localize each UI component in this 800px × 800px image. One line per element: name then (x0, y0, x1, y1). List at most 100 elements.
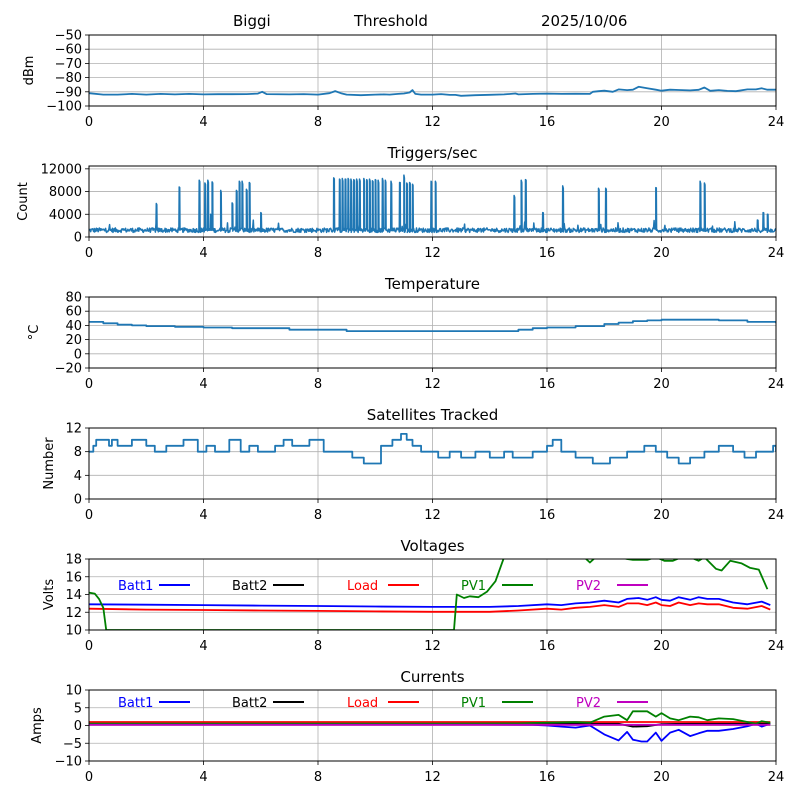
x-tick-label: 20 (653, 115, 670, 130)
x-tick-label: 8 (314, 639, 322, 654)
x-tick-label: 20 (653, 770, 670, 785)
plot-area (89, 174, 776, 234)
y-tick-label: 8000 (49, 185, 82, 200)
legend-item-batt2: Batt2 (232, 696, 304, 711)
y-tick-label: −60 (55, 43, 82, 58)
series-line-temperature (89, 318, 776, 332)
x-tick-label: 8 (314, 770, 322, 785)
legend-item-batt1: Batt1 (118, 579, 190, 594)
x-tick-label: 20 (653, 377, 670, 392)
plot-area (89, 318, 776, 332)
plot-area (89, 433, 776, 465)
legend-label: Batt1 (118, 696, 153, 711)
x-tick-label: 20 (653, 639, 670, 654)
legend-item-load: Load (347, 696, 419, 711)
legend-item-pv2: PV2 (576, 696, 648, 711)
legend-label: Batt2 (232, 696, 267, 711)
plot-area (89, 559, 771, 630)
legend-item-batt1: Batt1 (118, 696, 190, 711)
header-mode: Threshold (354, 12, 428, 30)
series-line-load (89, 601, 771, 613)
y-tick-label: −80 (55, 71, 82, 86)
y-axis-label: dBm (22, 56, 37, 86)
legend-item-batt2: Batt2 (232, 579, 304, 594)
series-line-satellites (89, 433, 776, 465)
x-tick-label: 16 (539, 377, 556, 392)
x-tick-label: 12 (424, 246, 441, 261)
x-tick-label: 4 (199, 770, 207, 785)
chart-title: Voltages (400, 537, 464, 555)
y-tick-label: 8 (74, 445, 82, 460)
chart-voltages: 0 4 8 12 16 20 24 10 12 14 16 18 Voltages Volts Batt1 B… (42, 537, 784, 654)
legend-label: Batt2 (232, 579, 267, 594)
series-line-triggers (89, 174, 776, 234)
y-tick-label: 0 (74, 719, 82, 734)
chart-title: Currents (400, 668, 464, 686)
y-tick-label: −70 (55, 57, 82, 72)
x-tick-label: 24 (768, 639, 785, 654)
y-tick-label: −50 (55, 29, 82, 44)
legend-label: Load (347, 579, 378, 594)
x-tick-label: 16 (539, 770, 556, 785)
x-tick-label: 16 (539, 508, 556, 523)
legend-item-pv2: PV2 (576, 579, 648, 594)
legend-item-pv1: PV1 (461, 696, 533, 711)
chart-title: Temperature (384, 275, 480, 293)
x-tick-label: 8 (314, 246, 322, 261)
x-tick-label: 0 (85, 377, 93, 392)
y-tick-label: 40 (65, 319, 82, 334)
y-axis-label: Amps (30, 707, 45, 744)
chart-title: Triggers/sec (387, 144, 478, 162)
y-tick-label: 80 (65, 291, 82, 306)
y-tick-label: −5 (63, 737, 82, 752)
y-tick-label: 12000 (41, 162, 82, 177)
y-tick-label: 5 (74, 701, 82, 716)
y-tick-label: 0 (74, 493, 82, 508)
y-axis-label: °C (27, 325, 42, 341)
x-tick-label: 0 (85, 639, 93, 654)
x-tick-label: 24 (768, 246, 785, 261)
x-tick-label: 20 (653, 246, 670, 261)
y-tick-label: 60 (65, 305, 82, 320)
chart-title: Satellites Tracked (367, 406, 498, 424)
y-tick-label: −10 (55, 755, 82, 770)
y-tick-label: 10 (65, 684, 82, 699)
x-tick-label: 16 (539, 246, 556, 261)
legend-label: Load (347, 696, 378, 711)
y-axis-label: Number (42, 437, 57, 490)
y-tick-label: 0 (74, 347, 82, 362)
x-tick-label: 12 (424, 639, 441, 654)
x-tick-label: 12 (424, 115, 441, 130)
x-tick-label: 8 (314, 508, 322, 523)
legend-label: PV2 (576, 696, 601, 711)
x-tick-label: 8 (314, 115, 322, 130)
x-tick-label: 0 (85, 770, 93, 785)
y-axis-label: Volts (42, 579, 57, 611)
x-tick-label: 20 (653, 508, 670, 523)
legend-label: Batt1 (118, 579, 153, 594)
y-axis-label: Count (16, 182, 31, 221)
x-tick-label: 0 (85, 508, 93, 523)
y-tick-label: 18 (65, 553, 82, 568)
x-tick-label: 4 (199, 377, 207, 392)
y-tick-label: −100 (46, 100, 82, 115)
header-station: Biggi (233, 12, 271, 30)
x-tick-label: 4 (199, 246, 207, 261)
chart-satellites: 0 4 8 12 16 20 24 0 4 8 12 Satellites Tracked Number (42, 406, 784, 523)
series-line-pv1 (89, 559, 769, 630)
series-line-rssi (89, 85, 776, 97)
y-tick-label: 16 (65, 570, 82, 585)
x-tick-label: 16 (539, 639, 556, 654)
x-tick-label: 24 (768, 115, 785, 130)
y-tick-label: 12 (65, 422, 82, 437)
legend-item-pv1: PV1 (461, 579, 533, 594)
y-tick-label: 10 (65, 624, 82, 639)
legend-item-load: Load (347, 579, 419, 594)
chart-currents: 0 4 8 12 16 20 24 −10 −5 0 5 10 Currents Amps Batt1 Bat… (30, 668, 784, 785)
x-tick-label: 24 (768, 770, 785, 785)
x-tick-label: 12 (424, 377, 441, 392)
x-tick-label: 16 (539, 115, 556, 130)
plot-area (89, 710, 771, 743)
